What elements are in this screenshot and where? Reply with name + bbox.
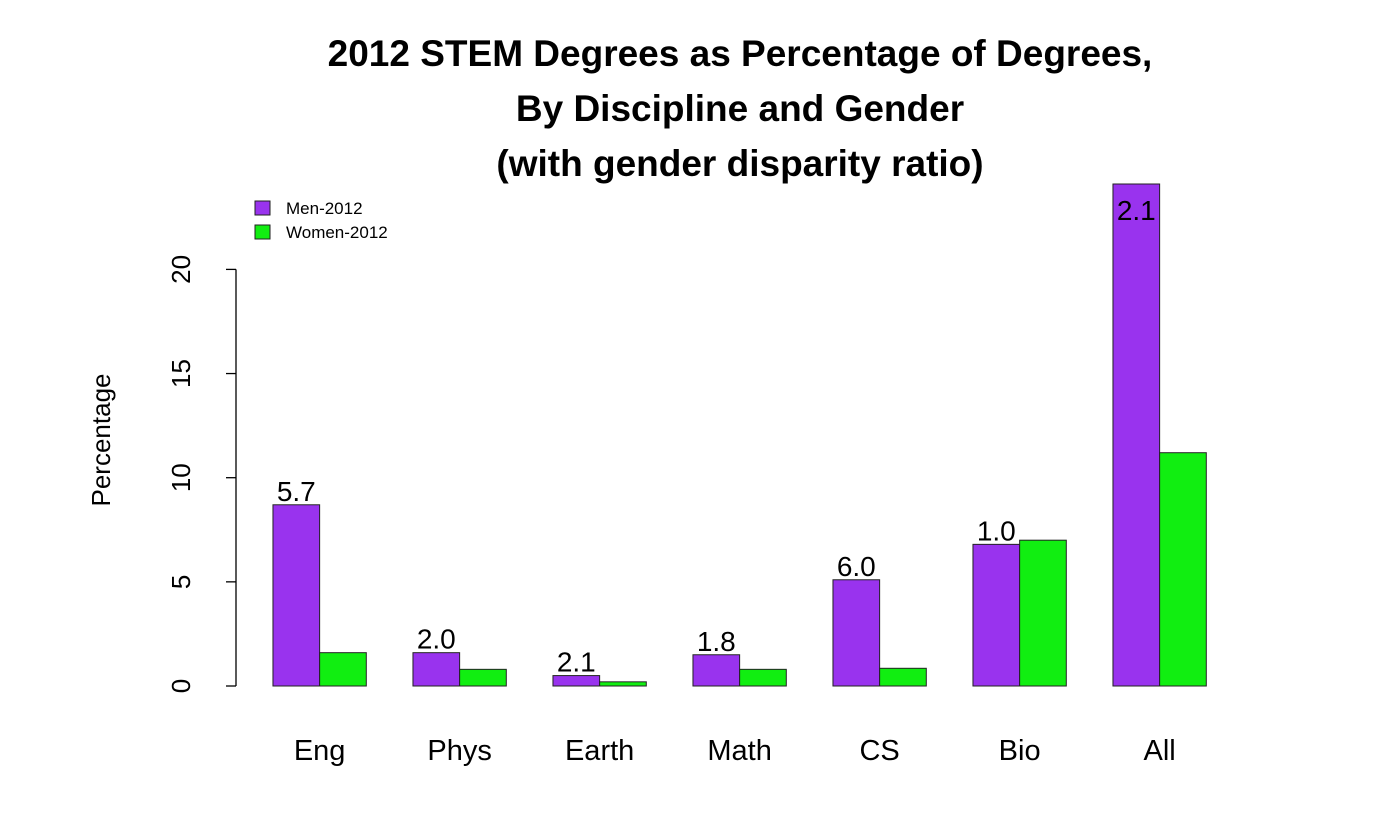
x-tick-label: CS [859, 735, 899, 767]
legend-label: Men-2012 [286, 199, 363, 218]
y-tick-label: 5 [166, 575, 196, 589]
x-tick-label: Earth [565, 735, 634, 767]
y-axis-label: Percentage [86, 374, 116, 507]
chart-title: 2012 STEM Degrees as Percentage of Degre… [328, 33, 1153, 74]
bar [972, 543, 1021, 687]
bar [1112, 183, 1161, 687]
chart-title: By Discipline and Gender [516, 88, 964, 129]
bar [879, 667, 927, 687]
legend-swatch [254, 200, 271, 216]
x-tick-label: Bio [999, 735, 1041, 767]
bar [599, 681, 647, 687]
ratio-label: 1.0 [977, 515, 1016, 546]
x-tick-label: Eng [294, 735, 346, 767]
bar [459, 668, 507, 687]
x-tick-label: All [1144, 735, 1176, 767]
chart-title: (with gender disparity ratio) [496, 143, 983, 184]
y-tick-label: 0 [166, 679, 196, 693]
bar [1019, 539, 1067, 687]
y-tick-label: 10 [166, 463, 196, 492]
bar [692, 654, 741, 687]
ratio-label: 1.8 [697, 626, 736, 657]
ratio-label: 5.7 [277, 476, 316, 507]
x-tick-label: Math [707, 735, 771, 767]
y-tick-label: 15 [166, 359, 196, 388]
bar [1159, 452, 1207, 687]
ratio-label: 2.1 [1117, 195, 1156, 226]
legend-swatch [254, 224, 271, 240]
bar [272, 504, 321, 687]
bar [552, 675, 601, 687]
bar [739, 668, 787, 687]
x-tick-label: Phys [427, 735, 491, 767]
ratio-label: 2.0 [417, 624, 456, 655]
ratio-label: 6.0 [837, 551, 876, 582]
ratio-label: 2.1 [557, 647, 596, 678]
legend-label: Women-2012 [286, 223, 388, 242]
bar [319, 652, 367, 687]
bar [412, 652, 461, 687]
y-tick-label: 20 [166, 255, 196, 284]
bar [832, 579, 881, 687]
